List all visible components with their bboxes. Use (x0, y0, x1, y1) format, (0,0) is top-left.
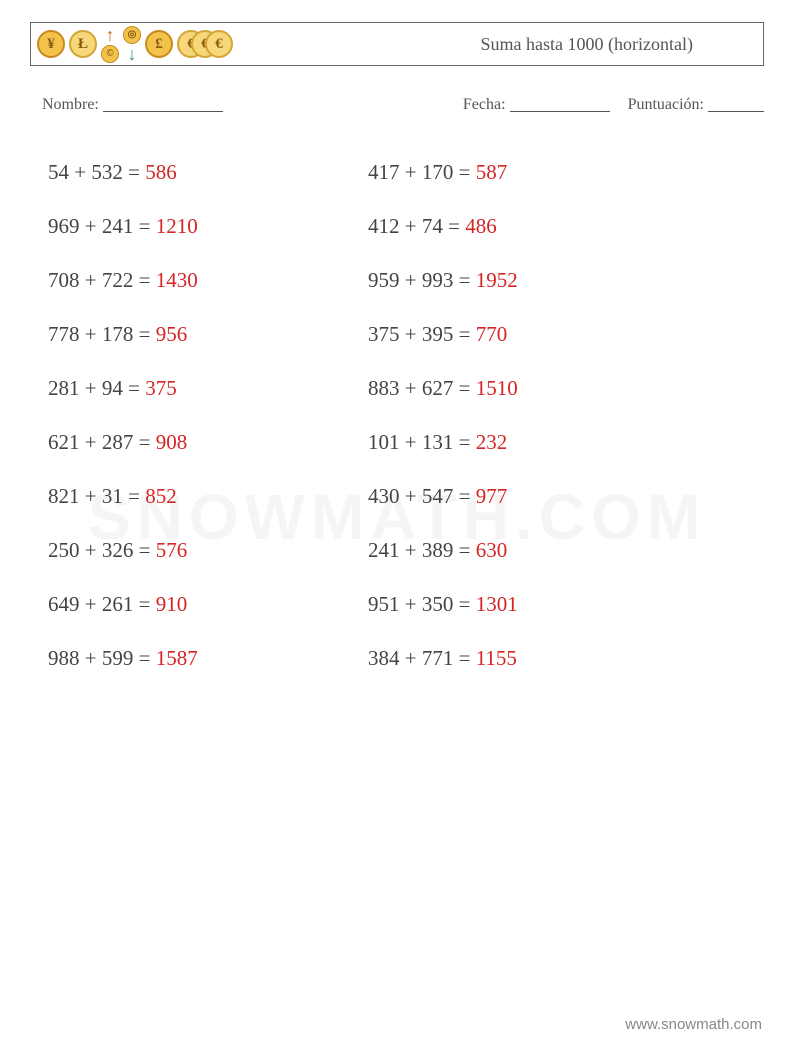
problem-expression: 778 + 178 = (48, 322, 156, 346)
problem-row: 649 + 261 = 910951 + 350 = 1301 (48, 577, 748, 631)
problem-expression: 951 + 350 = (368, 592, 476, 616)
problem-cell: 384 + 771 = 1155 (368, 646, 688, 671)
name-field: Nombre: (42, 96, 463, 114)
problem-cell: 883 + 627 = 1510 (368, 376, 688, 401)
problem-expression: 621 + 287 = (48, 430, 156, 454)
date-field: Fecha: (463, 96, 610, 114)
problem-expression: 241 + 389 = (368, 538, 476, 562)
problem-cell: 375 + 395 = 770 (368, 322, 688, 347)
problem-cell: 241 + 389 = 630 (368, 538, 688, 563)
problem-cell: 412 + 74 = 486 (368, 214, 688, 239)
problem-cell: 281 + 94 = 375 (48, 376, 368, 401)
problem-cell: 417 + 170 = 587 (368, 160, 688, 185)
problem-row: 821 + 31 = 852430 + 547 = 977 (48, 469, 748, 523)
arrow-down-stack: ◎↓ (123, 26, 141, 63)
coin-strip: ¥Ł↑©◎↓£€€€ (37, 26, 233, 63)
problem-cell: 969 + 241 = 1210 (48, 214, 368, 239)
problem-row: 778 + 178 = 956375 + 395 = 770 (48, 307, 748, 361)
problem-expression: 959 + 993 = (368, 268, 476, 292)
coin-small-icon: ◎ (123, 26, 141, 44)
problem-expression: 250 + 326 = (48, 538, 156, 562)
problem-expression: 375 + 395 = (368, 322, 476, 346)
problem-answer: 852 (145, 484, 177, 508)
problem-expression: 281 + 94 = (48, 376, 145, 400)
problem-answer: 587 (476, 160, 508, 184)
problem-answer: 1155 (476, 646, 517, 670)
problem-answer: 770 (476, 322, 508, 346)
problem-cell: 101 + 131 = 232 (368, 430, 688, 455)
problem-answer: 630 (476, 538, 508, 562)
arrow-up-stack: ↑© (101, 26, 119, 63)
score-blank (708, 111, 764, 112)
problem-row: 250 + 326 = 576241 + 389 = 630 (48, 523, 748, 577)
arrow-up-icon: ↑ (106, 26, 115, 44)
problem-answer: 908 (156, 430, 188, 454)
problem-answer: 1510 (476, 376, 518, 400)
problem-answer: 910 (156, 592, 188, 616)
info-line: Nombre: Fecha: Puntuación: (42, 96, 764, 114)
worksheet-page: ¥Ł↑©◎↓£€€€ Suma hasta 1000 (horizontal) … (0, 0, 794, 1053)
name-blank (103, 111, 223, 112)
problem-answer: 486 (465, 214, 497, 238)
problem-expression: 969 + 241 = (48, 214, 156, 238)
date-blank (510, 111, 610, 112)
problem-cell: 621 + 287 = 908 (48, 430, 368, 455)
problem-cell: 778 + 178 = 956 (48, 322, 368, 347)
problem-cell: 649 + 261 = 910 (48, 592, 368, 617)
problem-cell: 988 + 599 = 1587 (48, 646, 368, 671)
problem-row: 281 + 94 = 375883 + 627 = 1510 (48, 361, 748, 415)
problem-answer: 586 (145, 160, 177, 184)
problem-expression: 883 + 627 = (368, 376, 476, 400)
problem-answer: 375 (145, 376, 177, 400)
problem-expression: 101 + 131 = (368, 430, 476, 454)
problem-cell: 54 + 532 = 586 (48, 160, 368, 185)
problem-answer: 956 (156, 322, 188, 346)
score-label: Puntuación: (628, 96, 704, 113)
worksheet-title: Suma hasta 1000 (horizontal) (481, 34, 753, 55)
footer-url: www.snowmath.com (625, 1016, 762, 1033)
arrow-down-icon: ↓ (128, 45, 137, 63)
problem-row: 621 + 287 = 908101 + 131 = 232 (48, 415, 748, 469)
problem-row: 988 + 599 = 1587384 + 771 = 1155 (48, 631, 748, 685)
problem-expression: 417 + 170 = (368, 160, 476, 184)
problem-expression: 412 + 74 = (368, 214, 465, 238)
problem-expression: 430 + 547 = (368, 484, 476, 508)
problem-row: 708 + 722 = 1430959 + 993 = 1952 (48, 253, 748, 307)
coin-icon: ¥ (37, 30, 65, 58)
coin-icon: € (205, 30, 233, 58)
problem-expression: 384 + 771 = (368, 646, 476, 670)
problem-cell: 430 + 547 = 977 (368, 484, 688, 509)
problems-grid: 54 + 532 = 586417 + 170 = 587969 + 241 =… (48, 145, 748, 685)
problem-cell: 708 + 722 = 1430 (48, 268, 368, 293)
coin-icon: £ (145, 30, 173, 58)
problem-cell: 951 + 350 = 1301 (368, 592, 688, 617)
score-field: Puntuación: (628, 96, 764, 114)
problem-answer: 1210 (156, 214, 198, 238)
problem-answer: 1587 (156, 646, 198, 670)
problem-cell: 959 + 993 = 1952 (368, 268, 688, 293)
problem-answer: 1952 (476, 268, 518, 292)
problem-answer: 576 (156, 538, 188, 562)
problem-expression: 988 + 599 = (48, 646, 156, 670)
problem-expression: 708 + 722 = (48, 268, 156, 292)
problem-answer: 977 (476, 484, 508, 508)
problem-answer: 1430 (156, 268, 198, 292)
problem-row: 969 + 241 = 1210412 + 74 = 486 (48, 199, 748, 253)
problem-answer: 1301 (476, 592, 518, 616)
problem-cell: 250 + 326 = 576 (48, 538, 368, 563)
problem-expression: 54 + 532 = (48, 160, 145, 184)
problem-row: 54 + 532 = 586417 + 170 = 587 (48, 145, 748, 199)
date-label: Fecha: (463, 96, 506, 113)
coin-stack-icon: €€€ (177, 30, 233, 58)
coin-icon: Ł (69, 30, 97, 58)
problem-answer: 232 (476, 430, 508, 454)
header-box: ¥Ł↑©◎↓£€€€ Suma hasta 1000 (horizontal) (30, 22, 764, 66)
coin-small-icon: © (101, 45, 119, 63)
name-label: Nombre: (42, 96, 99, 113)
problem-expression: 649 + 261 = (48, 592, 156, 616)
problem-expression: 821 + 31 = (48, 484, 145, 508)
problem-cell: 821 + 31 = 852 (48, 484, 368, 509)
